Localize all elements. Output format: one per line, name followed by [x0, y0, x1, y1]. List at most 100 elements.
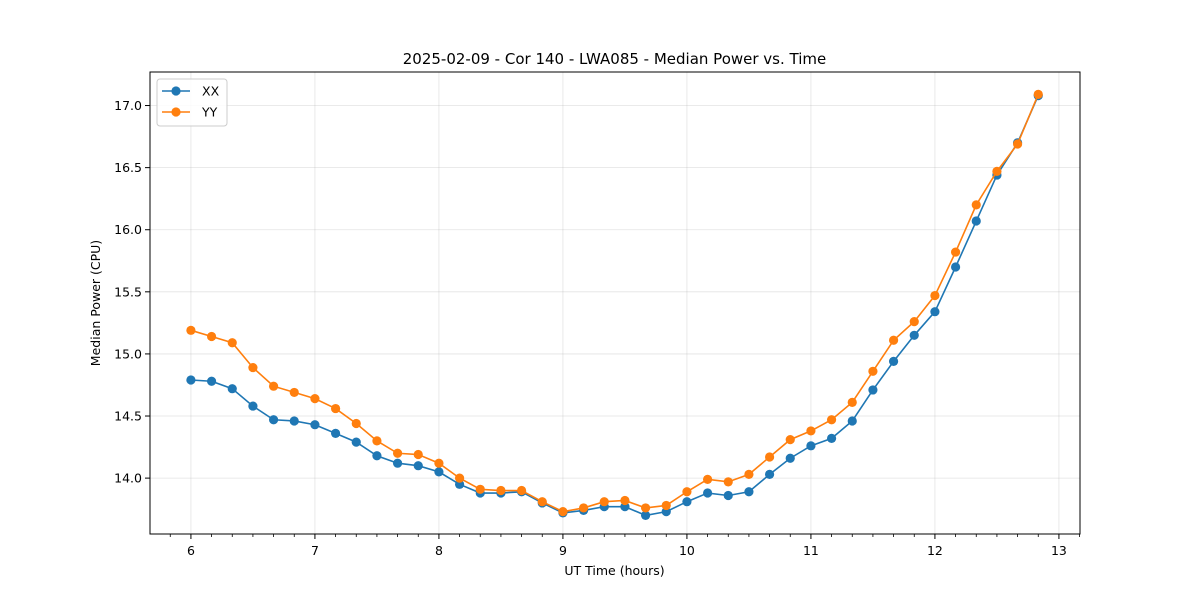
data-point-yy: [206, 331, 217, 342]
data-point-yy: [268, 381, 279, 391]
data-point-yy: [764, 452, 775, 462]
series-layer: [186, 89, 1043, 520]
data-point-xx: [413, 461, 423, 471]
data-point-xx: [310, 420, 320, 430]
legend-item-xx: XX: [162, 84, 220, 99]
x-tick-label: 9: [559, 543, 567, 558]
data-point-yy: [909, 317, 919, 327]
data-point-yy: [806, 426, 816, 436]
data-point-xx: [351, 437, 361, 447]
data-point-xx: [723, 490, 733, 501]
data-point-yy: [537, 497, 547, 507]
chart-title: 2025-02-09 - Cor 140 - LWA085 - Median P…: [403, 50, 827, 68]
data-point-yy: [1012, 139, 1023, 149]
data-point-xx: [744, 487, 754, 497]
data-point-xx: [971, 216, 981, 226]
data-point-yy: [496, 485, 506, 496]
data-point-yy: [227, 338, 237, 348]
data-point-xx: [806, 441, 816, 451]
data-point-xx: [764, 469, 775, 479]
data-point-yy: [826, 415, 837, 425]
data-point-yy: [1033, 89, 1043, 99]
data-point-yy: [392, 448, 403, 458]
x-tick-label: 6: [187, 543, 195, 558]
data-point-yy: [413, 449, 423, 460]
data-point-xx: [847, 416, 857, 426]
y-axis-title: Median Power (CPU): [88, 240, 103, 366]
series-yy: [186, 89, 1043, 517]
plot-frame: [149, 71, 1081, 535]
data-point-xx: [702, 488, 713, 498]
x-tick-label: 12: [927, 543, 943, 558]
data-point-yy: [558, 507, 568, 517]
data-point-yy: [971, 200, 981, 210]
x-tick-label: 11: [803, 543, 819, 558]
x-axis-title: UT Time (hours): [564, 563, 664, 578]
y-tick-label: 15.0: [114, 346, 142, 361]
data-point-xx: [392, 458, 403, 468]
x-tick-label: 13: [1051, 543, 1067, 558]
legend-label: XX: [202, 84, 220, 99]
data-point-xx: [868, 385, 878, 395]
data-point-yy: [351, 418, 361, 429]
x-axis: 6 7 8 9 10 11 12 13: [169, 534, 1080, 558]
y-axis: 14.0 14.5 15.0 15.5 16.0 16.5 17.0: [114, 98, 150, 486]
data-point-xx: [186, 375, 196, 385]
legend: XX YY: [156, 78, 228, 127]
data-point-yy: [640, 503, 651, 513]
data-point-yy: [310, 394, 320, 404]
data-point-yy: [330, 403, 341, 414]
y-tick-label: 15.5: [114, 284, 142, 299]
data-point-yy: [434, 458, 444, 468]
data-point-xx: [248, 401, 258, 411]
data-point-yy: [248, 362, 258, 373]
data-point-xx: [682, 497, 692, 507]
data-point-xx: [785, 453, 795, 463]
data-point-xx: [434, 467, 444, 477]
data-point-xx: [826, 433, 837, 443]
y-tick-label: 14.5: [114, 409, 142, 424]
grid: [150, 72, 1080, 534]
data-point-yy: [847, 397, 857, 407]
data-point-yy: [702, 474, 713, 484]
data-point-yy: [516, 485, 527, 496]
legend-item-yy: YY: [162, 105, 218, 120]
data-point-yy: [620, 495, 630, 506]
y-tick-label: 14.0: [114, 471, 142, 486]
data-point-yy: [992, 166, 1002, 176]
data-point-yy: [661, 500, 671, 511]
y-tick-label: 17.0: [114, 98, 142, 113]
data-point-yy: [930, 290, 940, 301]
legend-label: YY: [201, 105, 218, 120]
data-point-xx: [206, 376, 217, 386]
data-point-yy: [868, 366, 878, 376]
data-point-xx: [888, 356, 899, 366]
data-point-yy: [289, 387, 299, 398]
legend-marker: [171, 107, 181, 117]
data-point-xx: [227, 384, 237, 394]
data-point-xx: [909, 330, 919, 340]
data-point-xx: [330, 428, 341, 439]
data-point-yy: [950, 247, 961, 257]
data-point-xx: [372, 451, 382, 461]
data-point-yy: [454, 473, 465, 483]
data-point-xx: [289, 416, 299, 426]
x-tick-label: 10: [679, 543, 695, 558]
data-point-yy: [578, 503, 589, 513]
data-point-yy: [723, 477, 733, 487]
data-point-yy: [186, 325, 196, 335]
data-point-xx: [268, 415, 279, 425]
data-point-yy: [475, 484, 485, 494]
y-tick-label: 16.5: [114, 160, 142, 175]
y-tick-label: 16.0: [114, 222, 142, 237]
x-tick-label: 7: [311, 543, 319, 558]
data-point-xx: [640, 510, 651, 520]
data-point-yy: [599, 497, 609, 507]
data-point-yy: [744, 469, 754, 479]
data-point-yy: [682, 487, 692, 497]
x-tick-label: 8: [435, 543, 443, 558]
data-point-yy: [888, 335, 899, 345]
data-point-yy: [785, 435, 795, 445]
data-point-xx: [950, 262, 961, 272]
